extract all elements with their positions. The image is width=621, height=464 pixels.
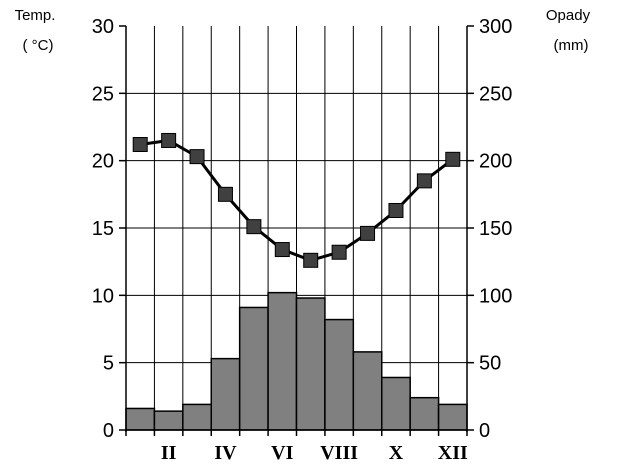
precipitation-bar [210,357,241,431]
right-tick-label: 200 [479,151,512,173]
right-tick-label: 250 [479,83,512,105]
temperature-marker [274,242,290,258]
temperature-marker [217,186,233,202]
precipitation-bar [295,297,326,431]
right-tick-label: 50 [479,353,501,375]
month-label: VIII [320,442,358,464]
left-tick-label: 15 [92,218,114,240]
right-tick-label: 0 [479,420,490,442]
temperature-marker [189,149,205,165]
month-label: II [161,442,177,464]
precipitation-bar [352,351,383,431]
x-axis-ticks: II IV VI VIII X XII [125,430,468,464]
temperature-marker [331,244,347,260]
right-tick-label: 100 [479,285,512,307]
left-axis-ticks: 0 5 10 15 20 25 30 [92,16,126,442]
month-label: IV [214,442,237,464]
precipitation-bar [409,396,440,431]
precipitation-bar [182,403,212,431]
left-axis-title-line1: Temp. [15,7,56,24]
left-tick-label: 20 [92,151,114,173]
right-axis-title-line1: Opady [546,7,591,24]
right-tick-label: 300 [479,16,512,38]
temperature-marker [360,225,376,241]
month-label: X [389,442,404,464]
temperature-line [132,132,461,268]
temperature-marker [246,219,262,235]
precipitation-bar [153,410,184,431]
temperature-marker [388,202,404,218]
left-tick-label: 5 [103,353,114,375]
temperature-marker [416,173,432,189]
temperature-marker [161,132,177,148]
temperature-marker [445,151,461,167]
right-tick-label: 150 [479,218,512,240]
month-label: XII [438,442,468,464]
left-tick-label: 0 [103,420,114,442]
left-tick-label: 30 [92,16,114,38]
left-tick-label: 25 [92,83,114,105]
precipitation-bar [437,403,468,431]
precipitation-bars [125,291,468,431]
left-tick-label: 10 [92,285,114,307]
precipitation-bar [381,376,411,431]
precipitation-bar [267,291,298,431]
precipitation-bar [125,407,156,431]
month-label: VI [271,442,293,464]
temperature-marker [132,137,148,153]
precipitation-bar [324,318,355,431]
right-axis-ticks: 0 50 100 150 200 250 300 [467,16,512,442]
right-axis-title-line2: (mm) [554,37,589,54]
temperature-marker [303,252,319,268]
precipitation-bar [238,306,269,431]
left-axis-title-line2: ( °C) [23,37,54,54]
